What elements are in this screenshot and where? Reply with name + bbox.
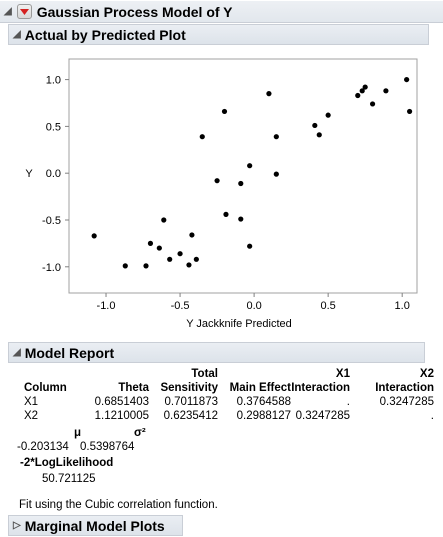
cell-x1-interaction: . bbox=[346, 396, 350, 408]
data-point bbox=[223, 211, 229, 217]
data-point bbox=[355, 92, 361, 99]
data-point bbox=[238, 216, 244, 222]
data-point bbox=[383, 88, 389, 94]
cell-main-effect: 0.3764588 bbox=[236, 396, 291, 408]
sigma2-label: σ² bbox=[134, 427, 146, 439]
header-x2-interaction: Interaction bbox=[375, 382, 434, 394]
data-point bbox=[156, 245, 162, 251]
loglik-label: -2*LogLikelihood bbox=[20, 457, 114, 469]
y-axis-label: Y bbox=[25, 168, 33, 180]
mu-value: -0.203134 bbox=[17, 441, 69, 453]
data-point bbox=[177, 251, 183, 257]
table-header-row-top: Total X1 X2 bbox=[14, 368, 434, 382]
header-theta: Theta bbox=[118, 382, 149, 394]
data-point bbox=[247, 243, 253, 249]
loglik-header-row: -2*LogLikelihood bbox=[14, 457, 434, 471]
data-point bbox=[325, 112, 331, 118]
data-point bbox=[186, 262, 192, 268]
mu-sigma-header-row: μ σ² bbox=[14, 427, 434, 441]
collapse-triangle-icon[interactable]: ◢ bbox=[13, 28, 21, 40]
data-point bbox=[312, 122, 318, 129]
mu-sigma-values-row: -0.203134 0.5398764 bbox=[14, 441, 434, 455]
table-header-row: Column Theta Sensitivity Main Effect Int… bbox=[14, 382, 434, 396]
x-tick-label: -1.0 bbox=[97, 300, 116, 312]
data-point bbox=[221, 108, 228, 115]
section-title: Actual by Predicted Plot bbox=[24, 26, 186, 43]
cell-main-effect: 0.2988127 bbox=[236, 410, 291, 422]
y-tick-label: 0.0 bbox=[46, 168, 61, 180]
x-axis-label: Y Jackknife Predicted bbox=[186, 318, 292, 330]
data-point bbox=[189, 232, 195, 238]
data-point bbox=[122, 263, 128, 269]
data-point bbox=[247, 163, 253, 169]
mu-label: μ bbox=[74, 427, 82, 439]
data-point bbox=[238, 180, 244, 187]
model-report-table: Total X1 X2 Column Theta Sensitivity Mai… bbox=[14, 368, 434, 487]
data-point bbox=[266, 91, 272, 97]
data-point bbox=[362, 84, 368, 90]
cell-total: 0.6235412 bbox=[163, 410, 218, 422]
actual-by-predicted-plot: -1.0 -0.5 0.0 0.5 1.0 -1.0 -0.5 0.0 0.5 1.0 Y Jack… bbox=[25, 58, 418, 330]
cell-theta: 1.1210005 bbox=[94, 410, 149, 422]
section-header-model-report[interactable]: ◢ Model Report bbox=[8, 342, 425, 363]
data-point bbox=[369, 101, 376, 107]
x-tick-label: 1.0 bbox=[395, 300, 410, 312]
data-point bbox=[147, 240, 154, 246]
plot-frame bbox=[68, 58, 418, 294]
cell-column: X2 bbox=[24, 410, 39, 422]
header-x1: X1 bbox=[335, 368, 350, 380]
collapse-triangle-icon[interactable]: ◢ bbox=[4, 5, 12, 17]
data-point bbox=[273, 134, 279, 140]
cell-total: 0.7011873 bbox=[164, 396, 218, 408]
data-point bbox=[199, 134, 205, 140]
cell-x1-interaction: 0.3247285 bbox=[295, 410, 350, 422]
header-total: Total bbox=[191, 368, 218, 380]
data-point bbox=[193, 256, 199, 262]
correlation-note: Fit using the Cubic correlation function… bbox=[19, 499, 218, 511]
collapse-triangle-icon[interactable]: ◢ bbox=[13, 346, 21, 358]
cell-x2-interaction: . bbox=[430, 410, 434, 422]
header-x2: X2 bbox=[419, 368, 434, 380]
table-row: X2 1.1210005 0.6235412 0.2988127 0.32472… bbox=[14, 410, 434, 424]
section-header-marginal-model-plots[interactable]: ▷ Marginal Model Plots bbox=[8, 515, 183, 536]
data-point bbox=[359, 88, 365, 94]
data-point bbox=[143, 263, 149, 269]
table-row: X1 0.6851403 0.7011873 0.3764588 . 0.324… bbox=[14, 396, 434, 410]
cell-column: X1 bbox=[24, 396, 39, 408]
section-title: Model Report bbox=[24, 344, 115, 361]
header-main-effect: Main Effect bbox=[229, 382, 291, 394]
y-tick-label: 1.0 bbox=[46, 75, 61, 87]
y-tick-label: 0.5 bbox=[46, 121, 61, 133]
loglik-value: 50.721125 bbox=[42, 473, 96, 485]
data-point bbox=[273, 171, 279, 177]
data-point bbox=[161, 217, 167, 223]
data-point bbox=[406, 108, 413, 115]
red-triangle-menu-icon[interactable] bbox=[16, 4, 32, 19]
y-tick-label: -0.5 bbox=[42, 215, 61, 227]
sigma2-value: 0.5398764 bbox=[80, 441, 135, 453]
x-tick-label: -0.5 bbox=[171, 300, 190, 312]
x-tick-label: 0.0 bbox=[246, 300, 261, 312]
data-point bbox=[404, 76, 410, 83]
data-point bbox=[91, 233, 97, 239]
header-sensitivity: Sensitivity bbox=[160, 382, 218, 394]
cell-x2-interaction: 0.3247285 bbox=[379, 396, 434, 408]
section-header-actual-by-predicted[interactable]: ◢ Actual by Predicted Plot bbox=[8, 24, 429, 45]
data-point bbox=[214, 178, 220, 184]
data-point bbox=[316, 132, 322, 138]
loglik-value-row: 50.721125 bbox=[14, 473, 434, 487]
section-title: Marginal Model Plots bbox=[24, 517, 165, 534]
expand-triangle-icon[interactable]: ▷ bbox=[13, 519, 21, 531]
y-tick-label: -1.0 bbox=[42, 262, 61, 274]
report-title: Gaussian Process Model of Y bbox=[36, 3, 233, 20]
x-tick-label: 0.5 bbox=[321, 300, 336, 312]
data-point bbox=[167, 256, 173, 262]
header-x1-interaction: Interaction bbox=[291, 382, 350, 394]
header-column: Column bbox=[24, 382, 67, 394]
cell-theta: 0.6851403 bbox=[94, 396, 149, 408]
report-title-bar: ◢ Gaussian Process Model of Y bbox=[0, 1, 443, 23]
